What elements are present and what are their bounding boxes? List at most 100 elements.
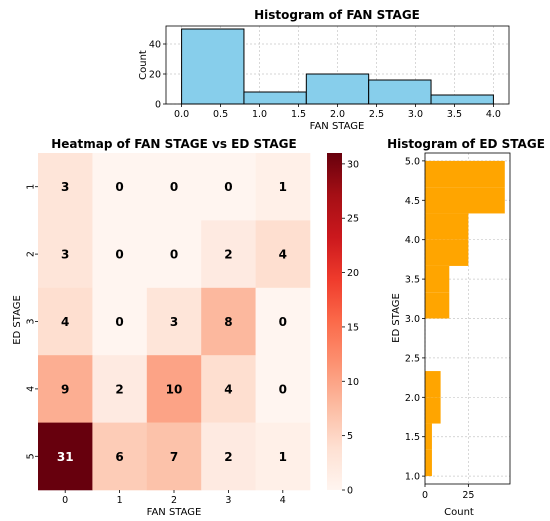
heatmap: Heatmap of FAN STAGE vs ED STAGE 3 0 0 0 1 3 0… bbox=[12, 137, 311, 518]
heatmap-cell bbox=[201, 422, 256, 491]
ed-histogram-bar bbox=[425, 423, 432, 450]
heatmap-cell-label: 4 bbox=[61, 315, 69, 329]
fan-histogram-bar bbox=[181, 28, 245, 105]
ed-histogram-bar bbox=[425, 213, 469, 240]
heatmap-cell-label: 0 bbox=[170, 180, 178, 194]
ed-histogram-title: Histogram of ED STAGE bbox=[387, 137, 545, 151]
ed-histogram: Histogram of ED STAGE 0 25 1.0 1.5 2.0 2.5 3.… bbox=[387, 137, 545, 518]
ed-xtick-label: 0 bbox=[422, 490, 428, 501]
heatmap-xtick-label: 0 bbox=[62, 495, 68, 506]
heatmap-cell bbox=[201, 220, 256, 289]
fan-xtick-label: 3.5 bbox=[447, 109, 462, 120]
heatmap-cell-label: 6 bbox=[115, 450, 123, 464]
heatmap-ytick-label: 1 bbox=[26, 184, 37, 190]
heatmap-cell-label: 10 bbox=[166, 382, 183, 396]
heatmap-cell-label: 3 bbox=[61, 180, 69, 194]
fan-histogram-bar bbox=[368, 79, 432, 105]
heatmap-cell-label: 1 bbox=[279, 450, 287, 464]
heatmap-cell bbox=[255, 355, 311, 423]
heatmap-cell-label: 0 bbox=[279, 315, 287, 329]
fan-ytick-label: 40 bbox=[149, 40, 161, 51]
heatmap-cell bbox=[201, 355, 256, 423]
heatmap-cell-label: 4 bbox=[279, 248, 287, 262]
ed-histogram-bar bbox=[425, 187, 505, 214]
colorbar-tick-label: 0 bbox=[347, 486, 353, 497]
colorbar-tick-label: 15 bbox=[347, 322, 359, 333]
heatmap-cell bbox=[92, 287, 148, 356]
fan-histogram-bars bbox=[181, 28, 494, 105]
ed-histogram-bars bbox=[425, 160, 505, 477]
fan-xtick-label: 0.5 bbox=[213, 109, 228, 120]
fan-xtick-label: 3.0 bbox=[408, 109, 423, 120]
fan-xtick-label: 2.5 bbox=[369, 109, 384, 120]
fan-histogram-bar bbox=[243, 91, 307, 105]
heatmap-cell-label: 0 bbox=[115, 248, 123, 262]
heatmap-ytick-label: 2 bbox=[26, 251, 37, 257]
heatmap-xtick-label: 1 bbox=[117, 495, 123, 506]
fan-histogram: Histogram of FAN STAGE 0.0 0.5 1.0 1.5 2.0 2.… bbox=[138, 8, 510, 132]
colorbar-tick-label: 20 bbox=[347, 268, 359, 279]
fan-xtick-label: 1.0 bbox=[252, 109, 267, 120]
fan-xtick-label: 4.0 bbox=[486, 109, 501, 120]
heatmap-cell bbox=[92, 355, 148, 423]
heatmap-xticks: 0 1 2 3 4 bbox=[62, 490, 286, 506]
ed-ytick-label: 2.5 bbox=[405, 353, 420, 364]
heatmap-cell-label: 9 bbox=[61, 382, 69, 396]
heatmap-cell bbox=[146, 422, 202, 491]
ed-ytick-label: 4.0 bbox=[405, 235, 420, 246]
heatmap-cells: 3 0 0 0 1 3 0 0 2 4 4 0 3 8 0 9 2 10 4 0 31 6 7 2 1 bbox=[38, 153, 311, 491]
heatmap-cell-label: 3 bbox=[61, 248, 69, 262]
heatmap-ytick-label: 5 bbox=[26, 453, 37, 459]
fan-xtick-label: 0.0 bbox=[174, 109, 189, 120]
heatmap-ytick-label: 4 bbox=[26, 386, 37, 392]
fan-histogram-bar bbox=[305, 73, 370, 105]
fan-histogram-title: Histogram of FAN STAGE bbox=[254, 8, 420, 22]
ed-ytick-label: 2.0 bbox=[405, 393, 420, 404]
heatmap-cell bbox=[38, 355, 93, 423]
ed-histogram-bar bbox=[425, 292, 450, 319]
colorbar-tick-label: 30 bbox=[347, 159, 359, 170]
ed-ytick-label: 3.5 bbox=[405, 275, 420, 286]
heatmap-cell bbox=[201, 153, 256, 221]
ed-xtick-label: 25 bbox=[462, 490, 474, 501]
heatmap-ytick-label: 3 bbox=[26, 318, 37, 324]
ed-ytick-label: 4.5 bbox=[405, 196, 420, 207]
heatmap-cell-label: 7 bbox=[170, 450, 178, 464]
heatmap-cell bbox=[146, 355, 202, 423]
heatmap-cell bbox=[38, 287, 93, 356]
ed-ytick-label: 1.0 bbox=[405, 472, 420, 483]
ed-ytick-label: 5.0 bbox=[405, 156, 420, 167]
ed-histogram-bar bbox=[425, 239, 469, 266]
ed-histogram-xticks: 0 25 bbox=[422, 484, 474, 501]
heatmap-cell bbox=[92, 153, 148, 221]
heatmap-cell-label: 1 bbox=[279, 180, 287, 194]
heatmap-cell bbox=[146, 153, 202, 221]
heatmap-title: Heatmap of FAN STAGE vs ED STAGE bbox=[51, 137, 296, 151]
ed-histogram-yticks: 1.0 1.5 2.0 2.5 3.0 3.5 4.0 4.5 5.0 bbox=[405, 156, 425, 483]
fan-histogram-xlabel: FAN STAGE bbox=[310, 121, 365, 132]
fan-histogram-ylabel: Count bbox=[138, 50, 149, 80]
ed-ytick-label: 1.5 bbox=[405, 432, 420, 443]
heatmap-cell-label: 31 bbox=[57, 450, 74, 464]
heatmap-cell bbox=[38, 422, 93, 491]
ed-ytick-label: 3.0 bbox=[405, 314, 420, 325]
ed-histogram-bar bbox=[425, 449, 432, 477]
ed-histogram-ylabel: ED STAGE bbox=[391, 293, 402, 343]
heatmap-cell-label: 2 bbox=[115, 382, 123, 396]
heatmap-cell bbox=[146, 287, 202, 356]
colorbar-tick-label: 5 bbox=[347, 431, 353, 442]
ed-histogram-bar bbox=[425, 397, 441, 424]
heatmap-cell bbox=[255, 287, 311, 356]
heatmap-cell-label: 2 bbox=[224, 450, 232, 464]
fan-xtick-label: 2.0 bbox=[330, 109, 345, 120]
fan-xtick-label: 1.5 bbox=[291, 109, 306, 120]
fan-ytick-label: 20 bbox=[149, 70, 161, 81]
heatmap-cell bbox=[255, 153, 311, 221]
ed-histogram-bar bbox=[425, 265, 450, 293]
ed-histogram-bar bbox=[425, 371, 441, 398]
heatmap-cell-label: 0 bbox=[224, 180, 232, 194]
ed-histogram-bar bbox=[425, 160, 505, 188]
heatmap-xtick-label: 4 bbox=[280, 495, 286, 506]
heatmap-ylabel: ED STAGE bbox=[12, 295, 23, 345]
